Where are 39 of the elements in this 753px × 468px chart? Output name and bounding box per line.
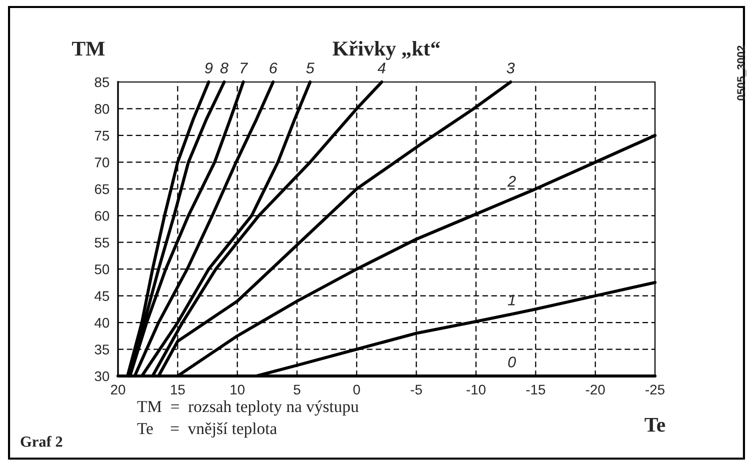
- x-tick-label: 20: [110, 384, 126, 395]
- y-tick-label: 85: [94, 77, 110, 88]
- x-axis-title: Te: [644, 418, 666, 432]
- annotation: 5: [306, 62, 314, 74]
- x-tick-label: 5: [294, 384, 300, 395]
- y-tick-label: 60: [94, 210, 110, 221]
- x-tick-label: 15: [171, 384, 185, 395]
- text: Graf 2: [20, 436, 62, 447]
- y-tick-label: 30: [94, 371, 110, 382]
- y-tick-label: 50: [94, 264, 110, 274]
- chart-title: Křivky „kt“: [332, 40, 440, 60]
- y-axis-title: TM: [72, 42, 105, 56]
- x-tick-label: -10: [466, 384, 486, 395]
- annotation: 0: [508, 356, 516, 368]
- x-tick-label: -25: [646, 384, 664, 395]
- y-tick-label: 45: [94, 291, 110, 301]
- annotation: 3: [506, 62, 515, 74]
- text: 0505_3002: [737, 46, 746, 100]
- annotation: 7: [240, 62, 248, 74]
- annotation: 9: [204, 62, 213, 74]
- x-tick-label: 10: [230, 384, 245, 395]
- text: TM = rozsah teploty na výstupu: [137, 400, 359, 416]
- y-tick-label: 75: [94, 130, 110, 141]
- y-tick-label: 70: [94, 158, 110, 168]
- x-tick-label: 0: [353, 384, 360, 395]
- text: Te = vnější teplota: [137, 422, 277, 438]
- x-tick-label: -15: [526, 384, 546, 395]
- x-tick-label: -5: [410, 384, 422, 395]
- y-tick-label: 35: [94, 344, 110, 354]
- annotation: 8: [220, 62, 228, 74]
- y-tick-label: 40: [94, 318, 110, 328]
- annotation: 2: [507, 176, 516, 187]
- annotation: 4: [378, 62, 386, 74]
- y-tick-label: 80: [94, 104, 110, 114]
- annotation: 6: [270, 62, 278, 74]
- x-tick-label: -20: [586, 384, 605, 395]
- annotation: 1: [508, 294, 515, 306]
- y-tick-label: 65: [94, 184, 110, 194]
- y-tick-label: 55: [94, 238, 110, 248]
